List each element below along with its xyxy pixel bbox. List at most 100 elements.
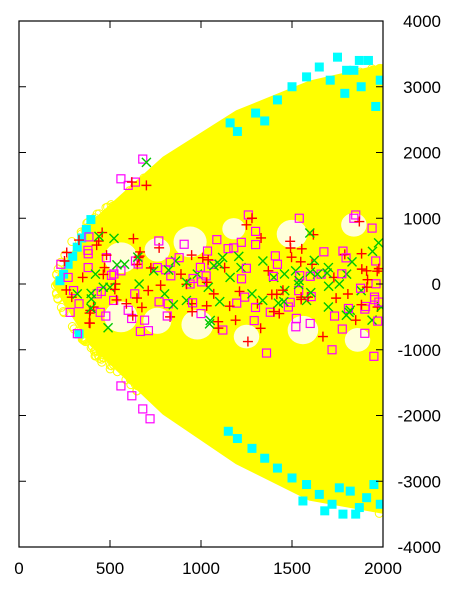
green-cross-point: [257, 295, 268, 306]
yellow-circle-point: [288, 94, 298, 104]
red-plus-point: [213, 323, 224, 334]
yellow-circle-point: [322, 472, 332, 482]
cyan-square-point: [349, 65, 359, 75]
yellow-circle-point: [132, 386, 142, 396]
green-cross-point: [323, 281, 334, 292]
magenta-square-point: [96, 286, 106, 297]
red-plus-point: [121, 298, 132, 309]
red-plus-point: [246, 213, 257, 224]
yellow-circle-point: [178, 411, 188, 421]
yellow-circle-point: [299, 94, 309, 104]
magenta-square-point: [251, 239, 261, 250]
green-cross-point: [103, 322, 114, 333]
magenta-square-point: [249, 315, 259, 326]
cyan-square-point: [354, 55, 364, 65]
cyan-square-point: [334, 483, 344, 493]
yellow-circle-point: [219, 126, 229, 136]
green-cross-point: [341, 310, 352, 321]
yellow-circle-point: [91, 345, 101, 355]
red-plus-point: [241, 219, 252, 230]
magenta-square-point: [337, 269, 347, 279]
yellow-circle-point: [252, 129, 262, 139]
axes: 0 500 1000 1500 2000 4000 3000 2000 1000 0 -1000 -2…: [14, 12, 441, 578]
yellow-circle-point: [302, 461, 312, 471]
red-plus-point: [186, 250, 197, 261]
red-plus-point: [128, 233, 139, 244]
yellow-circle-point: [96, 354, 106, 364]
yellow-circle-point: [309, 88, 319, 98]
green-cross-point: [294, 275, 305, 286]
yellow-circle-point: [53, 294, 63, 304]
green-cross-point: [347, 256, 358, 267]
y-tick-label: 2000: [403, 144, 441, 163]
red-plus-point: [266, 289, 277, 300]
red-plus-point: [66, 292, 77, 303]
yellow-circle-point: [125, 186, 135, 196]
yellow-circle-point: [107, 361, 117, 371]
magenta-square-point: [72, 329, 82, 339]
cyan-square-point: [345, 486, 355, 496]
cyan-square-point: [302, 480, 312, 490]
cyan-square-point: [225, 118, 235, 128]
magenta-square-point: [63, 272, 73, 283]
yellow-circle-point: [344, 472, 354, 482]
green-cross-point: [208, 260, 219, 271]
red-plus-point: [143, 285, 154, 296]
yellow-circle-point: [368, 65, 378, 75]
green-cross-point: [290, 265, 301, 276]
magenta-square-point: [351, 210, 361, 220]
green-cross-point: [305, 287, 316, 298]
yellow-circle-point: [309, 101, 319, 111]
red-plus-point: [59, 255, 70, 266]
green-cross-point: [132, 252, 143, 263]
cyan-square-point: [55, 276, 65, 286]
yellow-circle-point: [125, 374, 135, 384]
yellow-circle-point: [152, 393, 162, 403]
green-cross-point: [367, 246, 378, 257]
red-plus-point: [295, 256, 306, 267]
green-cross-point: [168, 299, 179, 310]
y-tick-label: 0: [432, 275, 441, 294]
green-cross-point: [72, 288, 83, 299]
magenta-square-point: [116, 381, 126, 391]
red-plus-point: [255, 323, 266, 334]
yellow-circle-point: [59, 308, 69, 318]
red-plus-point: [141, 180, 152, 191]
yellow-circle-point: [312, 462, 322, 472]
magenta-square-point: [127, 391, 137, 401]
magenta-square-point: [116, 266, 126, 276]
magenta-square-point: [212, 235, 222, 245]
cyan-square-point: [325, 75, 335, 85]
magenta-square-point: [349, 213, 359, 223]
red-plus-point: [99, 262, 110, 273]
yellow-circle-point: [335, 98, 345, 108]
yellow-circle-point: [163, 404, 173, 414]
red-plus-point: [77, 272, 88, 283]
green-cross-point: [341, 269, 352, 280]
green-cross-point: [93, 231, 104, 242]
green-cross-point: [111, 259, 122, 270]
yellow-circle-point: [50, 281, 60, 291]
yellow-circle-point: [298, 461, 308, 471]
yellow-circle-point: [204, 420, 214, 430]
x-tick-label: 500: [96, 559, 124, 578]
red-plus-point: [373, 263, 383, 274]
red-plus-point: [331, 293, 342, 304]
magenta-square-point: [236, 237, 246, 247]
yellow-circle-point: [322, 464, 332, 474]
red-plus-point: [354, 216, 365, 227]
red-plus-point: [234, 286, 245, 297]
magenta-square-point: [165, 257, 175, 267]
cyan-square-point: [375, 499, 383, 509]
green-cross-point: [304, 227, 315, 238]
red-plus-point: [356, 248, 367, 259]
yellow-circle-point: [365, 79, 375, 89]
magenta-square-point: [367, 223, 377, 233]
green-cross-point: [257, 255, 268, 266]
magenta-square-point: [127, 313, 137, 324]
cyan-square-point: [272, 463, 282, 473]
yellow-circle-point: [143, 387, 153, 397]
cyan-square-point: [63, 259, 73, 269]
red-plus-point: [93, 236, 104, 247]
cyan-square-point: [223, 426, 233, 436]
